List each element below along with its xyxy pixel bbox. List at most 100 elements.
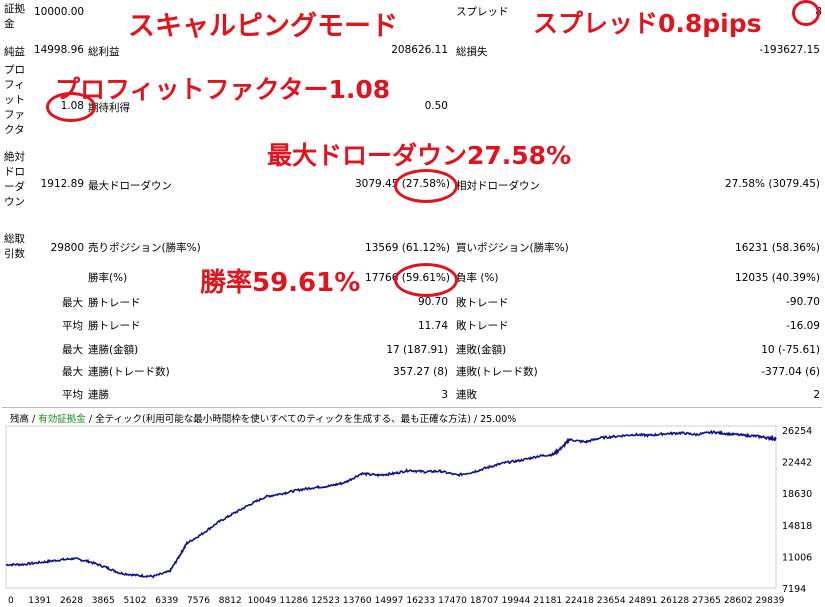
x-tick-label: 14997 <box>375 596 404 606</box>
x-tick-label: 29839 <box>756 596 785 606</box>
row11-prefix: 平均 <box>62 389 83 401</box>
x-tick-label: 21181 <box>533 596 562 606</box>
x-tick-label: 16233 <box>406 596 435 606</box>
average-win-label: 勝トレード <box>88 320 141 332</box>
average-loss-label: 敗トレード <box>456 320 509 332</box>
drawdown-highlight-circle <box>394 169 458 203</box>
x-tick-label: 23654 <box>597 596 626 606</box>
max-consecutive-losses-count-value: -377.04 (6) <box>761 366 820 378</box>
legend-equity: 有効証拠金 <box>38 414 86 425</box>
max-consecutive-wins-money-label: 連勝(金額) <box>88 344 139 356</box>
absolute-drawdown-label: 絶対ドローダウン <box>4 151 25 208</box>
legend-separator: / <box>32 414 39 425</box>
legend-separator: / <box>473 414 481 425</box>
profit-factor-label: プロフィットファクタ <box>4 64 25 136</box>
total-trades-value: 29800 <box>50 242 84 254</box>
x-tick-label: 27365 <box>692 596 721 606</box>
max-consecutive-losses-money-value: 10 (-75.61) <box>761 344 820 356</box>
x-tick-label: 24891 <box>629 596 658 606</box>
x-tick-label: 5102 <box>124 596 147 606</box>
x-tick-label: 0 <box>8 596 14 606</box>
y-tick-label: 22442 <box>782 458 812 469</box>
x-tick-label: 13760 <box>343 596 372 606</box>
x-tick-label: 19944 <box>502 596 531 606</box>
legend-model: 全ティック(利用可能な最小時間枠を使いすべてのティックを生成する、最も正確な方法… <box>95 414 471 425</box>
average-consecutive-losses-label: 連敗 <box>456 389 477 401</box>
max-consecutive-wins-count-value: 357.27 (8) <box>393 366 448 378</box>
x-tick-label: 12523 <box>311 596 340 606</box>
long-positions-label: 買いポジション(勝率%) <box>456 242 569 254</box>
row9-prefix: 最大 <box>62 344 83 356</box>
deposit-value: 10000.00 <box>34 6 85 18</box>
profit-factor-highlight-circle <box>46 92 96 122</box>
largest-loss-label: 敗トレード <box>456 297 509 309</box>
long-positions-value: 16231 (58.36%) <box>735 242 820 254</box>
net-profit-label: 純益 <box>4 46 25 58</box>
max-consecutive-wins-money-value: 17 (187.91) <box>386 344 448 356</box>
max-consecutive-losses-count-label: 連敗(トレード数) <box>456 366 538 378</box>
win-rate-label: 勝率(%) <box>88 272 128 284</box>
scalping-mode-annotation: スキャルピングモード <box>128 11 398 42</box>
x-tick-label: 6339 <box>155 596 178 606</box>
expected-payoff-value: 0.50 <box>424 100 448 112</box>
deposit-label: 証拠金 <box>4 3 25 30</box>
total-trades-label: 総取引数 <box>4 233 25 260</box>
chart-legend: 残高 / 有効証拠金 / 全ティック(利用可能な最小時間枠を使いすべてのティック… <box>10 411 516 425</box>
spread-annotation: スプレッド0.8pips <box>533 9 762 38</box>
y-tick-label: 18630 <box>782 489 812 500</box>
balance-chart-panel: 残高 / 有効証拠金 / 全ティック(利用可能な最小時間枠を使いすべてのティック… <box>2 407 822 606</box>
y-tick-label: 11006 <box>782 552 812 563</box>
x-tick-label: 7576 <box>187 596 210 606</box>
average-consecutive-wins-value: 3 <box>441 389 448 401</box>
balance-chart-svg: 26254 22442 18630 14818 11006 7194 0 1391 2628 38… <box>5 425 812 606</box>
x-tick-label: 8812 <box>219 596 242 606</box>
x-tick-label: 2628 <box>60 596 83 606</box>
relative-drawdown-value: 27.58% (3079.45) <box>725 178 820 190</box>
net-profit-value: 14998.96 <box>33 44 84 56</box>
gross-loss-value: -193627.15 <box>759 44 820 56</box>
loss-rate-label: 負率 (%) <box>456 272 499 284</box>
x-tick-label: 10049 <box>248 596 277 606</box>
gross-profit-value: 208626.11 <box>391 44 448 56</box>
x-tick-label: 17470 <box>438 596 467 606</box>
absolute-drawdown-value: 1912.89 <box>40 178 84 190</box>
legend-separator: / <box>88 414 96 425</box>
average-win-value: 11.74 <box>417 320 448 332</box>
spread-label: スプレッド <box>456 6 509 18</box>
win-rate-highlight-circle <box>394 263 458 297</box>
plot-frame <box>5 425 777 589</box>
x-tick-label: 26128 <box>660 596 689 606</box>
max-drawdown-annotation: 最大ドローダウン27.58% <box>267 141 572 170</box>
max-consecutive-wins-count-label: 連勝(トレード数) <box>88 366 170 378</box>
average-consecutive-wins-label: 連勝 <box>88 389 109 401</box>
max-consecutive-losses-money-label: 連敗(金額) <box>456 344 507 356</box>
expected-payoff-label: 期待利得 <box>88 102 130 114</box>
relative-drawdown-label: 相対ドローダウン <box>456 180 540 192</box>
largest-win-label: 勝トレード <box>88 297 141 309</box>
row7-prefix: 最大 <box>62 297 83 309</box>
gross-loss-label: 総損失 <box>456 46 488 58</box>
largest-win-value: 90.70 <box>417 296 448 308</box>
x-tick-label: 22418 <box>565 596 594 606</box>
y-tick-label: 26254 <box>782 426 812 437</box>
short-positions-label: 売りポジション(勝率%) <box>88 242 201 254</box>
legend-quality: 25.00% <box>480 414 517 425</box>
profit-factor-annotation: プロフィットファクター1.08 <box>55 75 391 104</box>
gross-profit-label: 総利益 <box>88 46 120 58</box>
x-tick-label: 28602 <box>724 596 753 606</box>
y-tick-label: 14818 <box>782 521 812 532</box>
average-loss-value: -16.09 <box>786 320 820 332</box>
row8-prefix: 平均 <box>62 320 83 332</box>
legend-balance: 残高 <box>10 414 30 425</box>
y-tick-label: 7194 <box>782 584 806 595</box>
x-tick-label: 18707 <box>470 596 499 606</box>
row10-prefix: 最大 <box>62 366 83 378</box>
x-tick-label: 1391 <box>28 596 51 606</box>
max-drawdown-label: 最大ドローダウン <box>88 180 172 192</box>
balance-line <box>5 429 777 579</box>
largest-loss-value: -90.70 <box>786 296 820 308</box>
loss-rate-value: 12035 (40.39%) <box>735 272 820 284</box>
win-rate-annotation: 勝率59.61% <box>200 268 361 298</box>
average-consecutive-losses-value: 2 <box>813 389 820 401</box>
short-positions-value: 13569 (61.12%) <box>365 242 450 254</box>
